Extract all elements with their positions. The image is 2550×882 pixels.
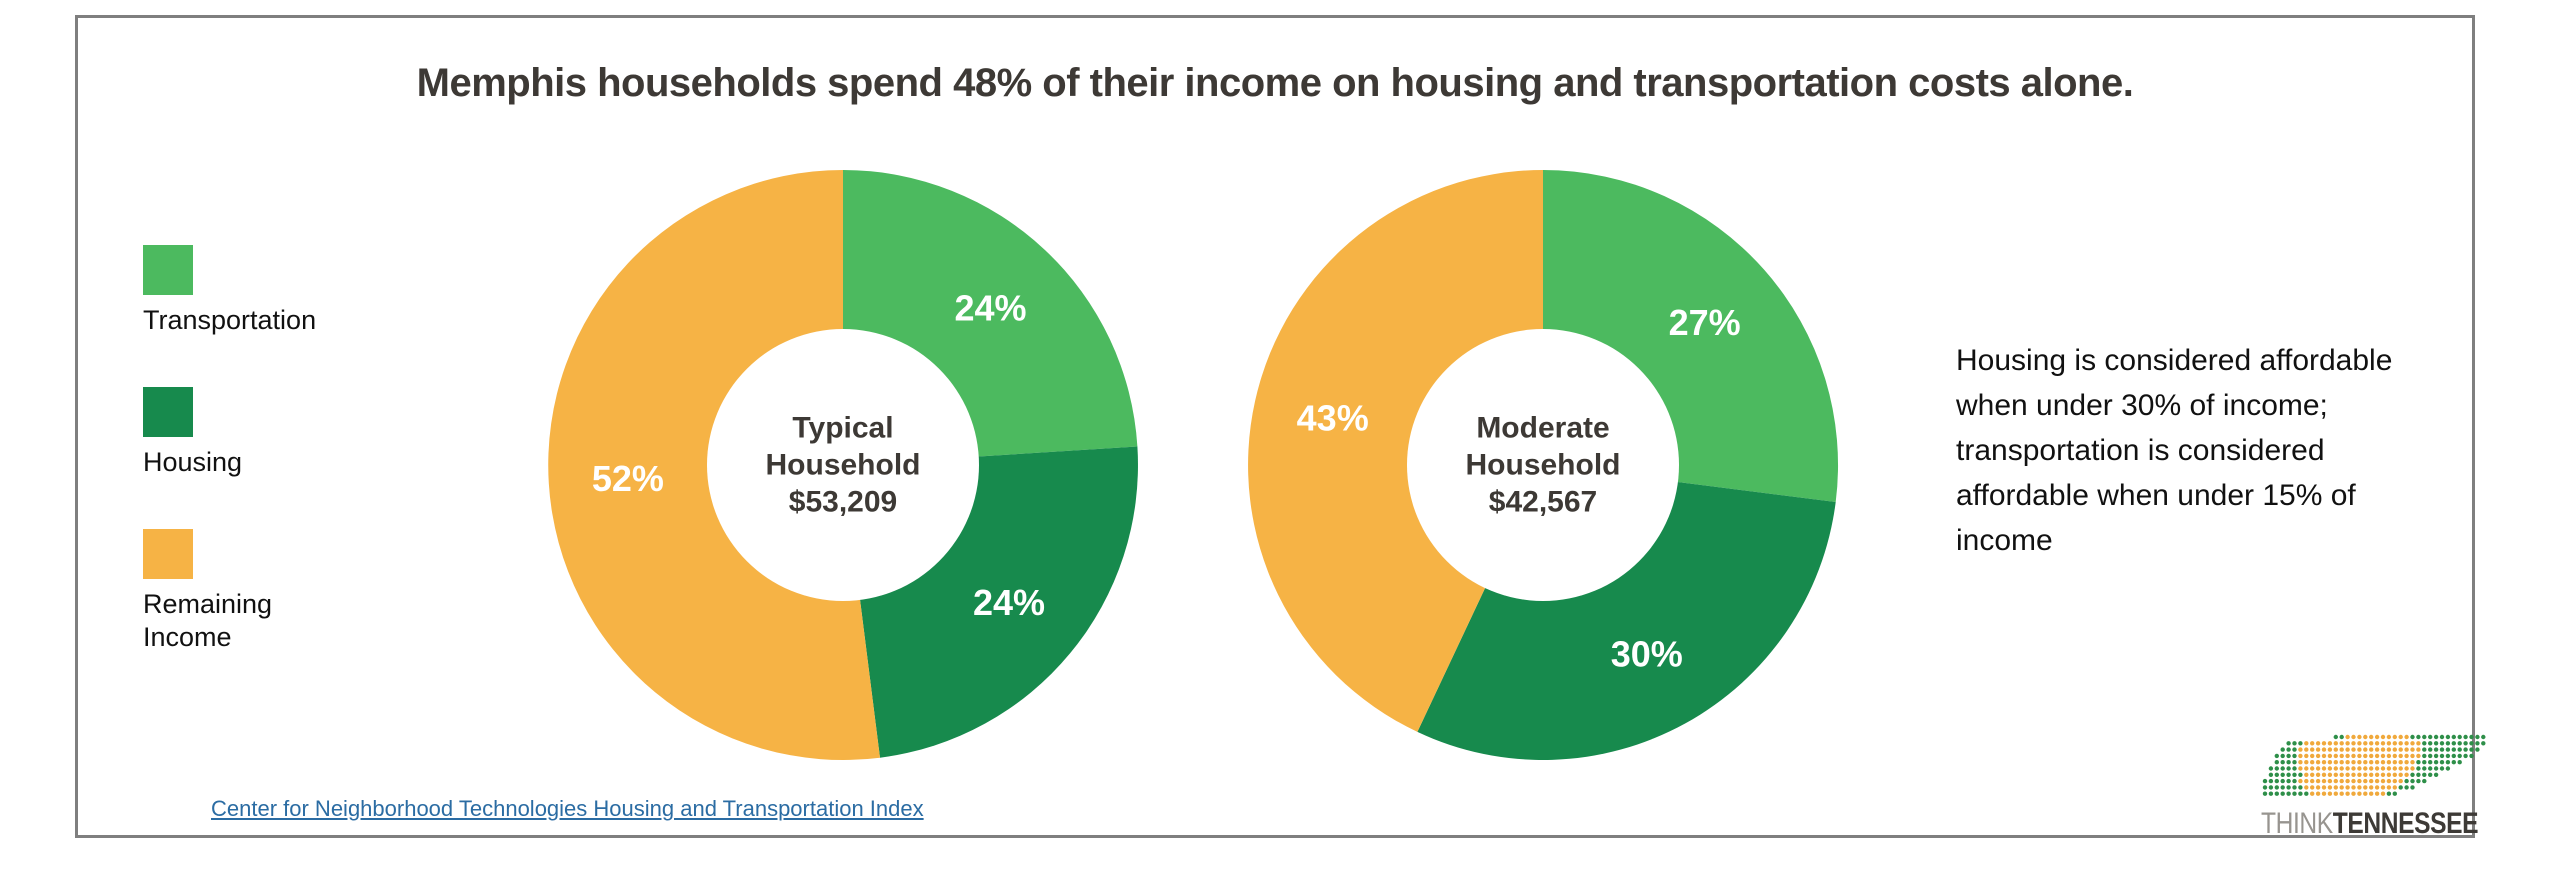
donut-hole: [1407, 329, 1679, 601]
think-tennessee-logo: THINKTENNESSEE: [2261, 732, 2491, 841]
transportation-swatch: [143, 245, 193, 295]
household-type-label: Moderate Household: [1465, 411, 1621, 482]
donut-chart-moderate-household: 27% 30% 43% Moderate Household $42,567: [1243, 165, 1843, 765]
logo-think-text: THINK: [2261, 807, 2333, 840]
donut-slice-remaining-income: [1248, 170, 1543, 732]
chart-legend: Transportation Housing Remaining Income: [143, 245, 333, 704]
slice-percent-label: 30%: [1611, 633, 1683, 674]
logo-wordmark: THINKTENNESSEE: [2261, 807, 2478, 841]
source-link[interactable]: Center for Neighborhood Technologies Hou…: [211, 796, 924, 821]
legend-item-transportation: Transportation: [143, 245, 333, 337]
housing-swatch: [143, 387, 193, 437]
household-type-label: Typical Household: [765, 411, 921, 482]
legend-item-housing: Housing: [143, 387, 333, 479]
slice-percent-label: 52%: [592, 458, 664, 499]
remaining-income-swatch: [143, 529, 193, 579]
slice-percent-label: 24%: [973, 582, 1045, 623]
tennessee-dots-icon: [2262, 734, 2486, 796]
donut-center-label: Moderate Household $42,567: [1423, 410, 1663, 521]
legend-label: Housing: [143, 447, 243, 477]
donut-center-label: Typical Household $53,209: [723, 410, 963, 521]
legend-label: Remaining Income: [143, 589, 273, 652]
slice-percent-label: 24%: [954, 287, 1026, 328]
slice-percent-label: 27%: [1669, 302, 1741, 343]
legend-item-remaining-income: Remaining Income: [143, 529, 333, 654]
logo-tennessee-text: TENNESSEE: [2332, 807, 2479, 840]
donut-chart-typical-household: 24% 24% 52% Typical Household $53,209: [543, 165, 1143, 765]
legend-label: Transportation: [143, 305, 317, 335]
household-income-value: $42,567: [1488, 485, 1598, 519]
slice-percent-label: 43%: [1297, 398, 1369, 439]
chart-title: Memphis households spend 48% of their in…: [416, 61, 2134, 105]
infographic-card: Memphis households spend 48% of their in…: [75, 15, 2486, 840]
household-income-value: $53,209: [788, 485, 898, 519]
affordability-note: Housing is considered affordable when un…: [1956, 344, 2393, 557]
donut-hole: [707, 329, 979, 601]
